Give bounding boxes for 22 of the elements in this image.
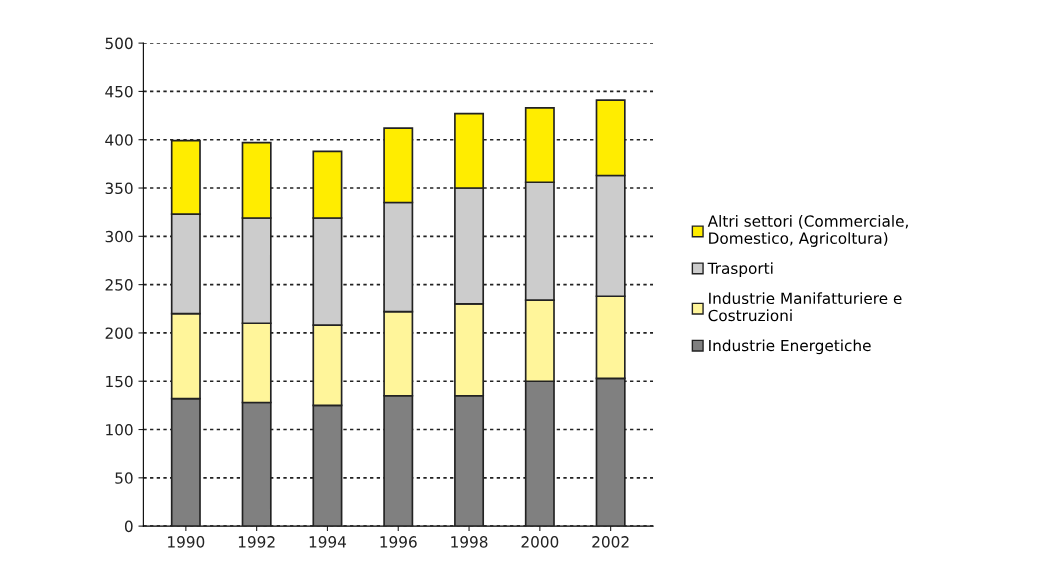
x-tick-label: 1996 bbox=[380, 536, 417, 548]
legend-label: Industrie Energetiche bbox=[709, 339, 871, 355]
x-tick-label: 2000 bbox=[521, 536, 559, 548]
y-tick-label: 0 bbox=[124, 520, 133, 533]
legend-label: Altri settori (Commerciale, Domestico, Agricoltura) bbox=[707, 215, 908, 247]
x-tick-label: 1992 bbox=[238, 536, 275, 548]
y-tick-label: 500 bbox=[105, 37, 133, 50]
y-tick-label: 250 bbox=[105, 279, 133, 291]
y-tick-label: 400 bbox=[105, 134, 133, 146]
x-tick-label: 2002 bbox=[592, 536, 629, 548]
x-tick-label: 1990 bbox=[168, 536, 205, 548]
y-tick-label: 100 bbox=[106, 423, 133, 436]
y-tick-label: 350 bbox=[105, 182, 133, 195]
y-tick-label: 450 bbox=[105, 85, 133, 98]
legend-label: Industrie Manifatturiere e Costruzioni bbox=[708, 292, 902, 322]
x-tick-label: 1994 bbox=[309, 536, 347, 548]
y-tick-label: 300 bbox=[105, 230, 133, 243]
y-tick-label: 150 bbox=[106, 375, 133, 388]
legend-label: Trasporti bbox=[707, 262, 773, 277]
y-tick-label: 200 bbox=[105, 327, 133, 339]
y-tick-label: 50 bbox=[115, 472, 133, 484]
x-tick-label: 1998 bbox=[451, 536, 488, 548]
